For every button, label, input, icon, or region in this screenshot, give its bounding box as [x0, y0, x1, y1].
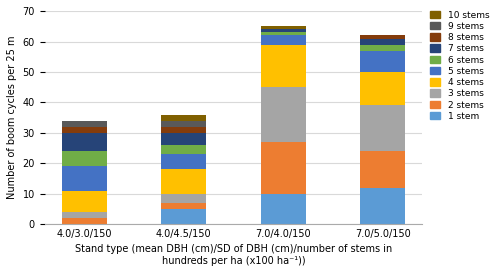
Bar	[261, 29, 306, 32]
Y-axis label: Number of boom cycles per 25 m: Number of boom cycles per 25 m	[7, 36, 17, 199]
Bar	[261, 87, 306, 142]
Bar	[360, 51, 405, 72]
Bar	[162, 194, 206, 203]
Bar	[162, 115, 206, 121]
Bar	[261, 32, 306, 35]
X-axis label: Stand type (mean DBH (cm)/SD of DBH (cm)/number of stems in
hundreds per ha (x10: Stand type (mean DBH (cm)/SD of DBH (cm)…	[75, 244, 392, 266]
Bar	[162, 169, 206, 194]
Bar	[360, 38, 405, 44]
Bar	[162, 133, 206, 145]
Bar	[62, 133, 106, 151]
Bar	[360, 151, 405, 188]
Bar	[360, 35, 405, 38]
Bar	[261, 35, 306, 44]
Bar	[162, 121, 206, 127]
Bar	[62, 127, 106, 133]
Bar	[162, 145, 206, 154]
Bar	[62, 212, 106, 218]
Bar	[62, 151, 106, 166]
Bar	[360, 72, 405, 105]
Bar	[261, 26, 306, 29]
Legend: 10 stems, 9 stems, 8 stems, 7 stems, 6 stems, 5 stems, 4 stems, 3 stems, 2 stems: 10 stems, 9 stems, 8 stems, 7 stems, 6 s…	[426, 7, 493, 124]
Bar	[162, 154, 206, 169]
Bar	[162, 209, 206, 224]
Bar	[360, 105, 405, 151]
Bar	[360, 44, 405, 51]
Bar	[62, 121, 106, 127]
Bar	[162, 203, 206, 209]
Bar	[261, 44, 306, 87]
Bar	[62, 166, 106, 191]
Bar	[360, 188, 405, 224]
Bar	[62, 191, 106, 212]
Bar	[162, 127, 206, 133]
Bar	[261, 194, 306, 224]
Bar	[261, 142, 306, 194]
Bar	[62, 218, 106, 224]
